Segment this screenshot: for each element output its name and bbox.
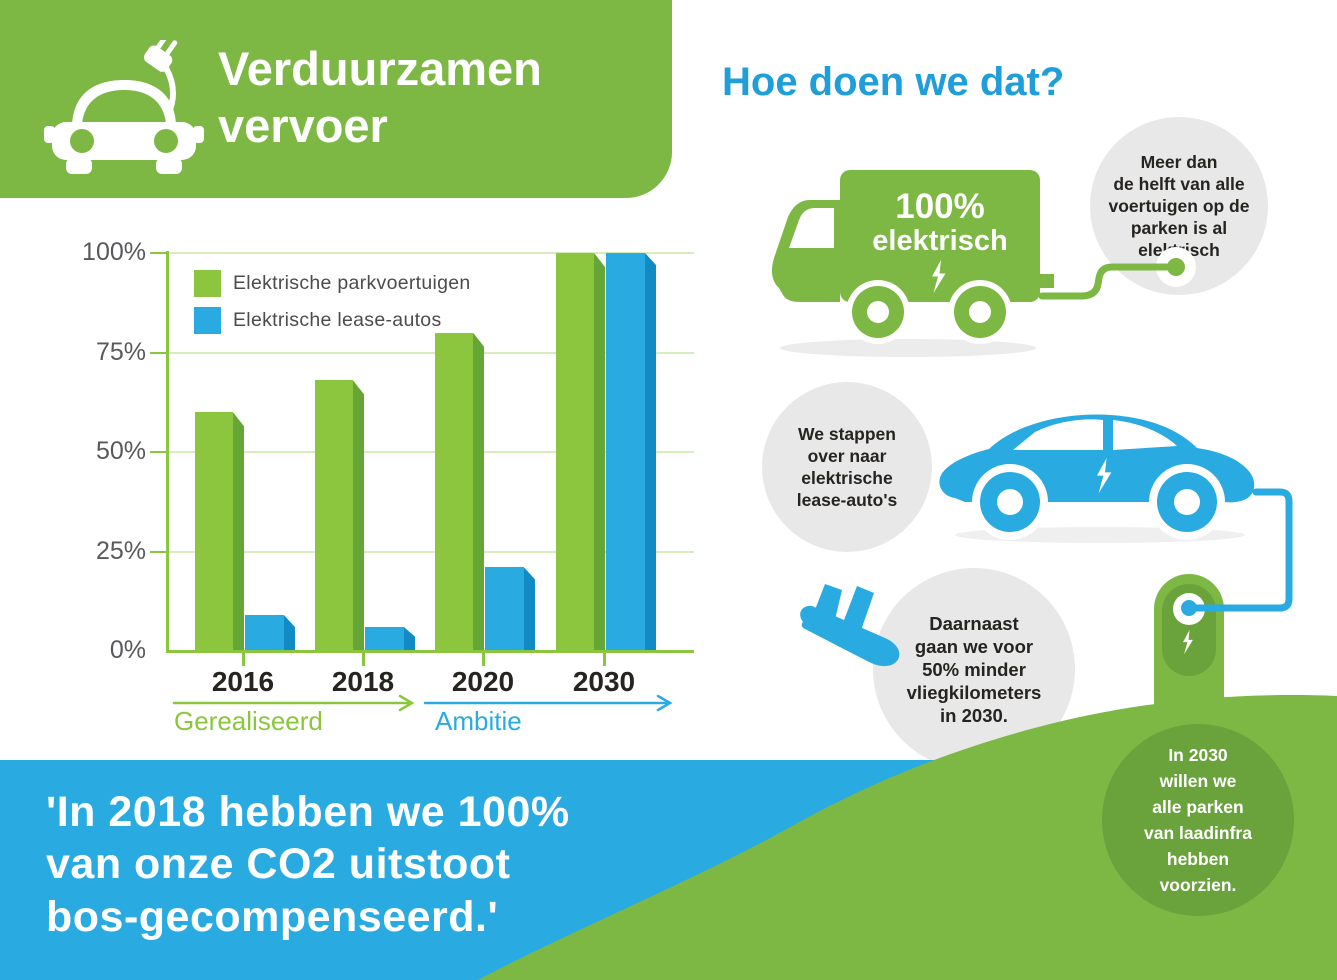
lightning-bolt-icon [1183, 630, 1193, 655]
y-axis-tick [150, 451, 166, 453]
bar-lease-autos-2020 [485, 567, 524, 651]
section-heading: Hoe doen we dat? [722, 60, 1065, 104]
bar-parkvoertuigen-2020 [435, 332, 473, 651]
timeline-arrows [172, 694, 673, 712]
y-axis-tick [150, 351, 166, 354]
bar-lease-autos-2016 [245, 615, 284, 651]
x-axis-label: 2016 [211, 666, 275, 697]
y-axis-tick [150, 252, 166, 254]
y-axis-label: 100% [82, 238, 146, 266]
bubble-charging-text: In 2030 willen we alle parken van laadin… [1102, 724, 1294, 916]
x-axis-tick [242, 651, 245, 666]
y-axis-tick [150, 550, 166, 553]
x-axis-tick [603, 651, 606, 666]
x-axis-label: 2030 [572, 666, 636, 697]
airplane-icon [800, 584, 900, 667]
quote-text: 'In 2018 hebben we 100% van onze CO2 uit… [46, 788, 570, 941]
gridline [169, 351, 694, 354]
bar-parkvoertuigen-2018 [315, 380, 353, 651]
gridline [169, 451, 694, 453]
truck-cable [1038, 263, 1180, 300]
y-axis-line [166, 251, 169, 653]
electric-truck-icon: 100% elektrisch [771, 170, 1054, 357]
truck-window [789, 208, 834, 248]
plug-dot-green [1167, 258, 1185, 276]
bar-lease-autos-2030 [606, 253, 645, 651]
bar-side-parkvoertuigen-2018 [353, 380, 364, 651]
bar-lease-autos-2018 [365, 627, 404, 651]
bar-side-parkvoertuigen-2016 [233, 412, 244, 651]
bar-parkvoertuigen-2030 [556, 253, 594, 651]
x-axis-tick [482, 651, 485, 666]
bar-side-lease-autos-2018 [404, 627, 415, 651]
y-axis-label: 75% [95, 337, 146, 366]
x-axis-line [166, 650, 694, 653]
ambition-label: Ambitie [435, 706, 522, 736]
car-front-window [1113, 420, 1177, 450]
bar-side-lease-autos-2016 [284, 615, 295, 651]
legend-item-lease-autos: Elektrische lease-autos [194, 307, 471, 334]
realized-arrow [172, 694, 415, 712]
bar-side-lease-autos-2020 [524, 567, 535, 651]
car-rear-window [1013, 419, 1103, 450]
truck-label-elektrisch: elektrisch [872, 225, 1007, 257]
y-axis-label: 0% [109, 636, 146, 664]
electric-lease-car-icon [939, 414, 1255, 543]
bubble-lease-text: We stappen over naar elektrische lease-a… [762, 382, 932, 552]
bar-parkvoertuigen-2016 [195, 412, 233, 651]
car-cable [1186, 488, 1293, 612]
plug-dot-blue [1181, 600, 1197, 616]
x-axis-label: 2020 [451, 666, 515, 697]
y-axis-label: 50% [95, 437, 146, 465]
page-title: Verduurzamen vervoer [218, 42, 542, 153]
electric-car-icon [44, 40, 204, 174]
truck-label-100: 100% [895, 187, 985, 226]
x-axis-label: 2018 [331, 666, 395, 697]
bar-side-parkvoertuigen-2030 [594, 253, 605, 651]
truck-wheels [846, 280, 1012, 344]
lightning-bolt-icon [1097, 458, 1112, 494]
lightning-bolt-icon [932, 260, 946, 293]
legend-swatch-green [194, 270, 221, 297]
bar-side-lease-autos-2030 [645, 253, 656, 651]
legend-label: Elektrische lease-autos [233, 309, 442, 331]
bar-side-parkvoertuigen-2020 [473, 332, 484, 651]
gridline [169, 252, 694, 254]
x-axis-tick [362, 651, 365, 666]
legend-swatch-blue [194, 307, 221, 334]
legend-item-parkvoertuigen: Elektrische parkvoertuigen [194, 270, 471, 297]
realized-label: Gerealiseerd [174, 706, 323, 736]
chart-legend: Elektrische parkvoertuigen Elektrische l… [194, 270, 471, 334]
legend-label: Elektrische parkvoertuigen [233, 272, 471, 294]
ambition-arrow [423, 694, 673, 712]
car-wheels [972, 464, 1225, 540]
y-axis-label: 25% [95, 536, 146, 565]
gridline [169, 550, 694, 553]
